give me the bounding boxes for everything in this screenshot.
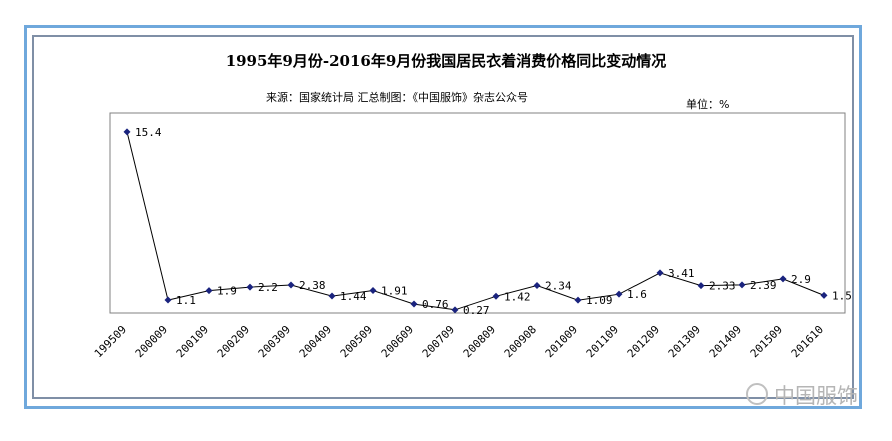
data-label-layer: 15.4 1.1 1.9 2.2 2.38 1.44 1.91 0.76 0.27 1.42 2.3… — [135, 126, 852, 317]
x-tick-label-201009: 201009 — [543, 323, 580, 360]
x-tick-label-201309: 201309 — [666, 323, 703, 360]
x-tick-label-201610: 201610 — [789, 323, 826, 360]
data-label-200709: 0.27 — [463, 304, 490, 317]
data-point-200709 — [451, 306, 459, 314]
data-point-200609 — [410, 300, 418, 308]
x-tick-label-200509: 200509 — [338, 323, 375, 360]
x-tick-label-201409: 201409 — [707, 323, 744, 360]
x-tick-label-200908: 200908 — [502, 323, 539, 360]
data-label-201409: 2.39 — [750, 279, 777, 292]
data-point-201309 — [697, 282, 705, 290]
data-label-200009: 1.1 — [176, 294, 196, 307]
data-label-200809: 1.42 — [504, 290, 531, 303]
series-layer — [123, 128, 828, 314]
x-tick-label-201209: 201209 — [625, 323, 662, 360]
plot-area — [109, 112, 846, 314]
data-label-200509: 1.91 — [381, 285, 408, 298]
series-line — [126, 131, 825, 311]
data-label-200109: 1.9 — [217, 285, 237, 298]
data-label-200209: 2.2 — [258, 281, 278, 294]
x-tick-label-201509: 201509 — [748, 323, 785, 360]
data-label-201610: 1.5 — [832, 289, 852, 302]
data-point-200509 — [369, 287, 377, 295]
watermark-text: 中国服饰 — [774, 384, 858, 408]
data-point-201610 — [820, 291, 828, 299]
chart-title: 1995年9月份-2016年9月份我国居民衣着消费价格同比变动情况 — [225, 52, 667, 70]
x-tick-label-200309: 200309 — [256, 323, 293, 360]
data-point-200109 — [205, 287, 213, 295]
x-tick-label-200209: 200209 — [215, 323, 252, 360]
data-label-201309: 2.33 — [709, 280, 736, 293]
data-point-201409 — [738, 281, 746, 289]
x-tick-label-layer: 199509 200009 200109 200209 200309 200409 2005… — [92, 323, 826, 360]
data-point-201509 — [779, 275, 787, 283]
data-label-201009: 1.09 — [586, 294, 613, 307]
data-point-200809 — [492, 292, 500, 300]
data-point-200009 — [164, 296, 172, 304]
data-point-200409 — [328, 292, 336, 300]
chart-source: 来源：国家统计局 汇总制图：《中国服饰》杂志公众号 — [266, 91, 528, 104]
wechat-icon — [746, 383, 768, 405]
data-point-200908 — [533, 281, 541, 289]
data-point-201109 — [615, 290, 623, 298]
x-tick-label-200409: 200409 — [297, 323, 334, 360]
watermark: 中国服饰 — [746, 380, 858, 410]
data-point-201009 — [574, 296, 582, 304]
data-label-201109: 1.6 — [627, 288, 647, 301]
x-tick-label-200609: 200609 — [379, 323, 416, 360]
data-label-200609: 0.76 — [422, 298, 449, 311]
x-tick-label-199509: 199509 — [92, 323, 129, 360]
data-label-200908: 2.34 — [545, 279, 572, 292]
chart-unit: 单位：% — [686, 98, 730, 111]
x-tick-label-200809: 200809 — [461, 323, 498, 360]
x-tick-label-200709: 200709 — [420, 323, 457, 360]
data-label-200409: 1.44 — [340, 290, 367, 303]
data-label-201509: 2.9 — [791, 273, 811, 286]
data-label-200309: 2.38 — [299, 279, 326, 292]
data-point-200309 — [287, 281, 295, 289]
data-point-199509 — [123, 128, 131, 136]
data-label-199509: 15.4 — [135, 126, 162, 139]
data-point-200209 — [246, 283, 254, 291]
data-point-201209 — [656, 269, 664, 277]
x-tick-label-200109: 200109 — [174, 323, 211, 360]
x-tick-label-200009: 200009 — [133, 323, 170, 360]
x-tick-label-201109: 201109 — [584, 323, 621, 360]
data-label-201209: 3.41 — [668, 267, 695, 280]
